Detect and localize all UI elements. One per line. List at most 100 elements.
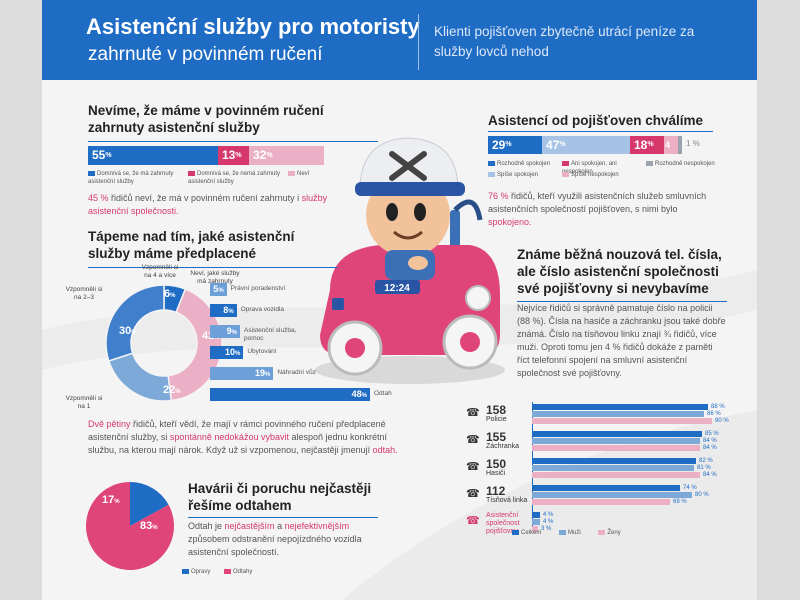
donut-category-label: Vzpomněli si na 4 a více	[141, 264, 179, 279]
legend-item: Rozhodně spokojen	[488, 160, 558, 168]
emergency-bar-value: 69 %	[673, 499, 687, 505]
emergency-bar-value: 3 %	[541, 526, 552, 532]
emergency-bar	[532, 485, 680, 491]
emergency-note: Nejvíce řidičů si správně pamatuje číslo…	[517, 303, 726, 378]
service-bar-label: Ubytování	[247, 348, 277, 355]
donut-value-label: 22%	[163, 384, 181, 396]
legend-item: Odtahy	[224, 568, 252, 576]
donut-category-label: Vzpomněli si na 2–3	[65, 286, 103, 301]
header: Asistenční služby pro motoristy zahrnuté…	[42, 0, 757, 80]
legend-item: Neví	[288, 170, 338, 178]
emergency-bar	[532, 404, 708, 410]
emergency-service-name: Asistenční společnost pojišťovny	[486, 512, 520, 535]
bar-segment-definitely-unsatisfied	[678, 136, 682, 154]
emergency-bar-chart: ☎ 158 Policie 88 % 86 % 90 % ☎ 155 Záchranka 85 %…	[422, 402, 742, 552]
emergency-bar-value: 4 %	[543, 519, 554, 525]
tow-pie-chart	[86, 482, 174, 570]
donut-value-label: 30%	[119, 325, 137, 337]
percent-sign: %	[361, 393, 367, 399]
bar-value-label: 19	[254, 368, 265, 378]
phone-icon: ☎	[466, 434, 480, 446]
donut-slice	[167, 288, 223, 402]
emergency-number: 150	[486, 457, 507, 471]
section-title-satisfaction: Asistencí od pojišťoven chválíme	[488, 113, 704, 128]
emergency-service-name: Hasiči	[486, 470, 506, 477]
emergency-service-name: Záchranka	[486, 443, 520, 450]
legend-item: Domnívá se, že nemá zahrnuty asistenční …	[188, 170, 281, 185]
service-bar-label: Náhradní vůz	[277, 369, 316, 376]
satisfaction-stacked-bar: 29% 47% 18% 4 1 %	[488, 136, 713, 154]
services-bar-chart: 5% Právní poradenství 8% Oprava vozidla 9% As…	[210, 283, 410, 413]
emergency-bar	[532, 458, 696, 464]
page-subtitle: zahrnuté v povinném ručení	[88, 44, 323, 65]
service-bar: 5%	[210, 283, 227, 296]
bar-value-label: 8	[223, 305, 229, 315]
section-title-known-services: Tápeme nad tím, jaké asistenční služby m…	[88, 229, 295, 261]
towing-note: Odtah je nejčastějším a nejefektivnějším…	[188, 521, 362, 557]
bar-value-label: 48	[351, 389, 362, 399]
emergency-bar-value: 88 %	[711, 404, 725, 410]
satisfaction-note: 76 % řidičů, kteří využili asistenčních …	[488, 191, 707, 227]
emergency-bar-value: 80 %	[695, 492, 709, 498]
emergency-bar	[532, 438, 700, 444]
service-bar-label: Právní poradenství	[230, 285, 286, 292]
legend-item: Rozhodně nespokojen	[646, 160, 721, 168]
emergency-bar	[532, 445, 700, 451]
pie-value-label: 17%	[102, 494, 120, 506]
bar-segment-unknown: 32%	[249, 146, 324, 165]
bar-segment-definitely-satisfied: 29%	[488, 136, 542, 154]
section-underline	[488, 112, 713, 132]
emergency-service-name: Tísňová linka	[486, 497, 528, 504]
percent-sign: %	[264, 372, 271, 378]
page-title: Asistenční služby pro motoristy	[86, 14, 420, 39]
emergency-bar-value: 81 %	[697, 465, 711, 471]
legend-item: Domnívá se, že má zahrnuty asistenční sl…	[88, 170, 174, 185]
emergency-bar	[532, 411, 704, 417]
phone-icon: ☎	[466, 407, 480, 419]
emergency-bar-value: 82 %	[699, 458, 713, 464]
service-bar-label: Asistenční služba, pomoc	[244, 327, 297, 342]
emergency-number: 112	[486, 484, 506, 498]
phone-icon: ☎	[466, 515, 480, 527]
percent-sign: %	[234, 351, 241, 357]
pie-slice	[86, 482, 174, 570]
section-underline	[517, 246, 727, 302]
emergency-bar-value: 84 %	[703, 438, 717, 444]
bar-segment-not: 13%	[218, 146, 249, 165]
section-title-emergency-numbers: Známe běžná nouzová tel. čísla, ale čísl…	[517, 247, 722, 296]
phone-icon: ☎	[466, 488, 480, 500]
service-bar: 10%	[210, 346, 244, 359]
emergency-number: 155	[486, 430, 507, 444]
section-underline	[88, 102, 378, 142]
service-bar: 9%	[210, 325, 240, 338]
awareness-note: 45 % řidičů neví, že má v povinném ručen…	[88, 193, 328, 216]
header-tagline: Klienti pojišťoven zbytečně utrácí peníz…	[434, 24, 695, 59]
emergency-bar-value: 74 %	[683, 485, 697, 491]
donut-category-label: Vzpomněli si na 1	[65, 395, 103, 410]
phone-icon: ☎	[466, 461, 480, 473]
percent-sign: %	[228, 309, 234, 315]
legend-item: Spíše spokojen	[488, 171, 558, 179]
bar-segment-rather-unsatisfied: 4	[664, 136, 678, 154]
emergency-bar	[532, 519, 540, 525]
services-donut-chart	[105, 284, 223, 402]
emergency-bar-value: 86 %	[707, 411, 721, 417]
emergency-bar	[532, 418, 712, 424]
service-bar: 48%	[210, 388, 370, 401]
service-bar-label: Oprava vozidla	[240, 306, 285, 313]
emergency-bar	[532, 492, 692, 498]
bar-segment-has: 55%	[88, 146, 218, 165]
section-underline	[188, 480, 378, 518]
emergency-bar	[532, 472, 700, 478]
donut-slice	[107, 352, 173, 402]
section-underline	[88, 228, 338, 268]
legend-item: Spíše nespokojen	[562, 171, 642, 179]
service-bar-label: Odtah	[374, 390, 392, 397]
mascot-car-illustration: 12:24	[315, 137, 505, 384]
svg-text:12:24: 12:24	[384, 283, 410, 294]
emergency-bar	[532, 526, 538, 532]
value-label: 1 %	[686, 139, 700, 148]
emergency-bar-value: 4 %	[543, 512, 554, 518]
donut-slice	[105, 284, 165, 362]
emergency-bar	[532, 512, 540, 518]
